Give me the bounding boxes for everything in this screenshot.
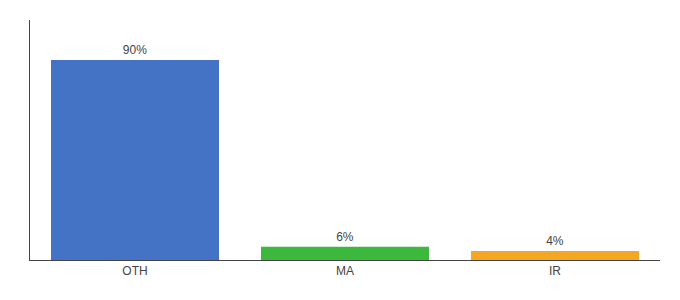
svg-text:MA: MA <box>336 264 354 278</box>
svg-text:6%: 6% <box>336 230 354 244</box>
svg-text:IR: IR <box>549 264 561 278</box>
svg-text:90%: 90% <box>123 43 147 57</box>
svg-text:OTH: OTH <box>122 264 147 278</box>
svg-text:4%: 4% <box>546 234 564 248</box>
